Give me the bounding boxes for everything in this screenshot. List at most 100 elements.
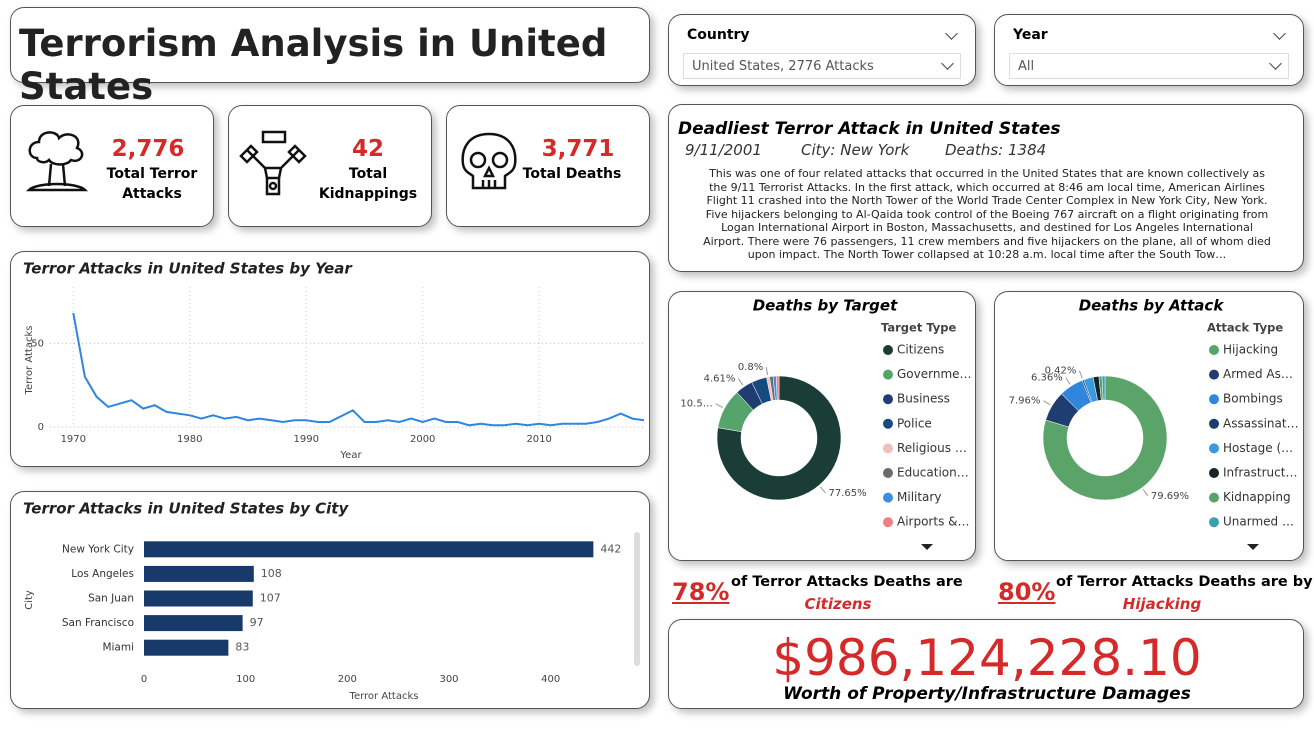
country-filter[interactable]: Country United States, 2776 Attacks [668,14,976,86]
legend-label: Bombings [1223,392,1283,406]
data-label: 6.36% [1031,373,1063,384]
insight-percent: 78% [672,578,730,606]
scrollbar[interactable] [634,532,640,666]
data-label: 10.5… [680,399,712,410]
deadliest-city: City: New York [801,141,910,159]
legend-swatch [883,492,893,503]
leader-line [737,378,744,386]
leader-line [1043,400,1051,406]
filter-label: Country [687,27,750,43]
legend-swatch [1209,443,1219,454]
explosion-icon [25,131,89,192]
year-filter[interactable]: Year All [994,14,1304,86]
chart-title: Deaths by Attack [1079,297,1225,315]
y-tick-label: Miami [102,642,134,654]
line-series [72,312,645,427]
legend-label: Governme… [897,367,972,381]
legend-label: Business [897,392,950,406]
x-tick-label: 1970 [61,434,86,445]
leader-line [1065,377,1071,385]
legend-swatch [883,418,893,429]
insight-subject: Hijacking [1122,595,1202,613]
y-tick-label: 0 [38,422,44,433]
deadliest-description: This was one of four related attacks tha… [703,167,1271,261]
bar [144,639,229,656]
legend-label: Unarmed … [1223,515,1294,529]
legend-swatch [1209,369,1219,380]
insight-subject: Citizens [804,595,872,613]
deadliest-title: Deadliest Terror Attack in United States [678,119,1061,139]
y-tick-label: San Francisco [62,617,134,629]
kpi-value: 3,771 [541,136,615,162]
legend-title: Attack Type [1207,321,1283,335]
legend-swatch [883,468,893,478]
x-tick-label: 300 [439,674,458,685]
kidnapping-icon [239,130,307,196]
x-tick-label: 400 [541,674,560,685]
kpi-label: Total Terror Attacks [106,166,198,202]
chart-title: Deaths by Target [753,297,898,315]
kpi-label: Total Kidnappings [318,166,418,202]
damage-value: $986,124,228.10 [772,629,1202,687]
filter-value[interactable]: All [1009,53,1289,79]
legend-label: Armed As… [1223,367,1293,381]
page-title: Terrorism Analysis in United States [19,22,608,108]
donut-slice [1042,375,1168,501]
title-card: Terrorism Analysis in United States [10,7,650,108]
donut-chart: Deaths by Target Target Type 77.65% Citiz… [680,297,972,550]
x-tick-label: 2010 [526,434,551,445]
legend-swatch [1209,492,1219,503]
donut-slice [775,375,780,401]
kpi-card: 2,776 Total Terror Attacks [10,105,214,227]
bar-chart: Terror Attacks in United States by City … [23,500,640,702]
legend-swatch [883,517,893,528]
leader-line [819,486,826,494]
x-tick-label: 1990 [294,434,319,445]
legend-scroll[interactable] [1247,544,1259,550]
data-label: 107 [260,592,281,605]
deadliest-date: 9/11/2001 [685,141,762,159]
kpi-card: 42 Total Kidnappings [228,105,432,227]
x-tick-label: 2000 [410,434,435,445]
legend-label: Hostage (… [1223,441,1293,455]
x-axis-label: Terror Attacks [349,691,419,702]
data-label: 0.8% [738,362,763,373]
legend-label: Airports &… [897,515,970,529]
legend-label: Kidnapping [1223,490,1291,504]
legend-label: Military [897,490,941,504]
bar [144,541,594,558]
bar [144,615,243,632]
legend-swatch [1209,517,1219,528]
leader-line [1078,370,1083,379]
y-axis-label: Terror Attacks [24,326,35,396]
legend-scroll[interactable] [921,544,933,550]
legend-title: Target Type [881,321,957,335]
line-chart: Terror Attacks in United States by Year … [23,260,645,461]
leader-line [715,403,723,408]
damage-label: Worth of Property/Infrastructure Damages [783,684,1191,704]
legend-label: Education… [897,466,969,480]
filter-value[interactable]: United States, 2776 Attacks [683,53,961,79]
kpi-label: Total Deaths [522,166,622,182]
legend-label: Police [897,416,932,430]
y-tick-label: Los Angeles [71,568,134,580]
legend-label: Religious … [897,441,967,455]
insight-text: of Terror Attacks Deaths are by [1056,574,1313,590]
data-label: 77.65% [829,488,867,499]
bar-chart-card: Terror Attacks in United States by City … [10,491,650,709]
y-tick-label: 50 [31,338,44,349]
data-label: 7.96% [1009,396,1041,407]
x-axis-label: Year [339,450,362,461]
y-axis-label: City [24,590,35,610]
bar [144,565,254,582]
leader-line [1142,489,1149,497]
deadliest-deaths: Deaths: 1384 [945,141,1047,159]
damage-card: $986,124,228.10 Worth of Property/Infras… [668,619,1304,709]
pie-card: Deaths by Target Target Type 77.65% Citiz… [668,291,976,561]
data-label: 79.69% [1151,491,1189,502]
kpi-card: 3,771 Total Deaths [446,105,650,227]
y-tick-label: New York City [62,543,134,555]
x-tick-label: 0 [141,674,147,685]
data-label: 108 [261,567,282,580]
